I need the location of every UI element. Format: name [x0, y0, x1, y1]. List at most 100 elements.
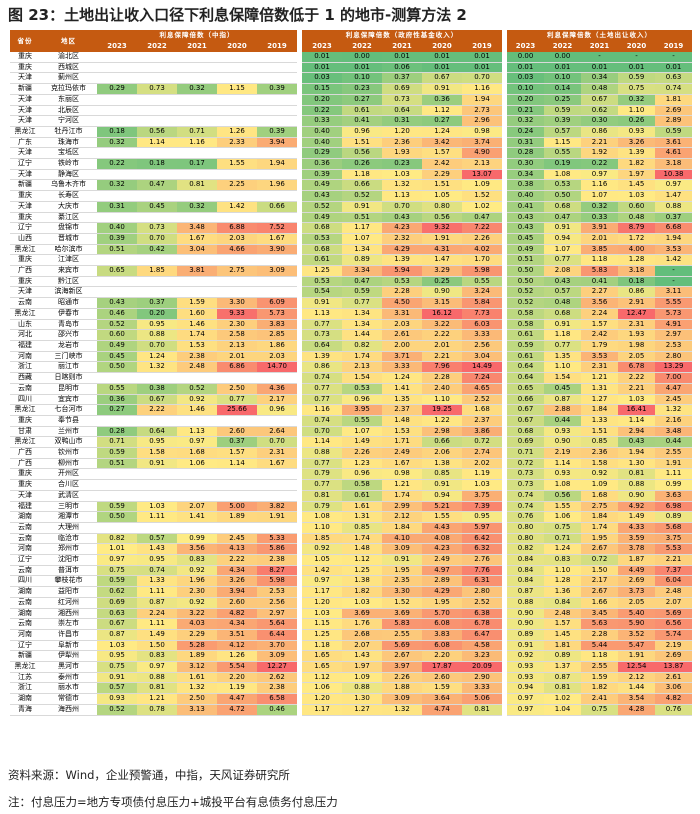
value-cell: 0.73 — [137, 83, 177, 95]
value-cell: 5.54 — [217, 661, 257, 673]
value-cell: 5.73 — [655, 308, 692, 320]
province-cell: 新疆 — [10, 179, 40, 192]
value-cell: 0.75 — [97, 661, 137, 673]
value-cell: 1.16 — [581, 179, 618, 192]
value-cell — [257, 479, 297, 491]
value-cell: 1.50 — [137, 640, 177, 652]
value-cell: 0.53 — [342, 383, 382, 395]
table-row: 云南 昆明市 0.55 0.38 0.52 2.50 4.36 0.77 0.53 1.41 2.4… — [10, 383, 692, 395]
value-cell: 0.10 — [507, 83, 544, 95]
table-row: 黑龙江 黑河市 0.75 0.97 3.12 5.54 12.27 1.65 1.97 3.97 1… — [10, 661, 692, 673]
value-cell: 7.24 — [462, 372, 502, 384]
value-cell: 2.13 — [462, 158, 502, 170]
value-cell — [257, 286, 297, 299]
region-cell: 蓟州区 — [40, 72, 97, 85]
province-cell: 重庆 — [10, 52, 40, 63]
value-cell: 1.89 — [177, 650, 217, 663]
value-cell: 1.57 — [217, 447, 257, 459]
value-cell: 2.13 — [217, 340, 257, 352]
value-cell: 3.97 — [382, 661, 422, 673]
value-cell: 4.23 — [422, 543, 462, 556]
value-cell — [137, 147, 177, 160]
value-cell: 0.91 — [507, 640, 544, 652]
value-cell: 2.74 — [462, 447, 502, 459]
value-cell: 2.21 — [618, 383, 655, 395]
value-cell: 2.38 — [257, 554, 297, 566]
value-cell: 2.49 — [422, 554, 462, 566]
value-cell: 0.88 — [137, 329, 177, 341]
value-cell: 0.91 — [544, 222, 581, 234]
value-cell: 0.45 — [544, 383, 581, 395]
value-cell: 5.44 — [581, 640, 618, 652]
value-cell: 2.97 — [655, 329, 692, 341]
value-cell: 16.41 — [618, 404, 655, 416]
value-cell: 3.09 — [257, 650, 297, 663]
value-cell — [137, 52, 177, 63]
region-cell: 来宾市 — [40, 265, 97, 277]
value-cell: 1.79 — [581, 340, 618, 352]
value-cell: 1.50 — [581, 565, 618, 577]
value-cell: 0.52 — [177, 383, 217, 395]
value-cell: 1.94 — [257, 158, 297, 170]
value-cell — [97, 190, 137, 202]
value-cell: 2.61 — [382, 329, 422, 341]
value-cell: 0.64 — [302, 340, 342, 352]
value-cell: 3.94 — [217, 586, 257, 598]
value-cell: 4.72 — [217, 704, 257, 716]
region-cell: 渝北区 — [40, 52, 97, 63]
table-row: 浙江 丽江市 0.50 1.32 2.48 6.86 14.70 0.86 2.13 3.33 7.… — [10, 361, 692, 374]
value-cell: 0.98 — [382, 468, 422, 481]
region-cell: 静海区 — [40, 169, 97, 181]
value-cell: 3.78 — [618, 543, 655, 556]
value-cell: 0.44 — [655, 436, 692, 449]
value-cell: 1.10 — [302, 522, 342, 534]
value-cell: 2.55 — [581, 661, 618, 673]
value-cell: 1.57 — [422, 147, 462, 160]
year-header: 2020 — [217, 41, 257, 52]
value-cell: 1.34 — [342, 244, 382, 256]
value-cell: 3.18 — [655, 158, 692, 170]
value-cell: 0.36 — [422, 94, 462, 106]
value-cell — [137, 468, 177, 481]
value-cell: 3.33 — [382, 361, 422, 374]
region-cell: 海西州 — [40, 704, 97, 716]
province-cell: 河南 — [10, 543, 40, 556]
region-cell: 滨海新区 — [40, 286, 97, 299]
value-cell: 1.44 — [618, 682, 655, 695]
table-row: 辽宁 盘锦市 0.40 0.73 3.48 6.88 7.52 0.68 1.17 4.23 9.3… — [10, 222, 692, 234]
value-cell: 0.18 — [137, 158, 177, 170]
province-cell: 重庆 — [10, 212, 40, 224]
region-cell: 邵兴市 — [40, 329, 97, 341]
value-cell: 0.53 — [302, 276, 342, 288]
value-cell: 12.54 — [618, 661, 655, 673]
province-cell: 云南 — [10, 297, 40, 309]
value-cell: 1.15 — [302, 618, 342, 630]
value-cell: 0.58 — [507, 308, 544, 320]
value-cell: 2.42 — [422, 158, 462, 170]
value-cell — [97, 372, 137, 384]
year-header: 2019 — [257, 41, 297, 52]
value-cell: 0.90 — [422, 286, 462, 299]
table-row: 重庆 渝北区 0.01 0.00 0.01 0.01 0.01 0.00 0.00- - - — [10, 52, 692, 63]
value-cell: 0.76 — [507, 511, 544, 523]
value-cell: 0.96 — [342, 468, 382, 481]
region-cell: 宜宾市 — [40, 394, 97, 406]
value-cell: 0.51 — [97, 244, 137, 256]
value-cell: 0.01 — [382, 52, 422, 63]
value-cell: 0.31 — [382, 115, 422, 127]
table-row: 天津 大庆市 0.31 0.45 0.32 1.42 0.66 0.52 0.91 0.70 0.8… — [10, 201, 692, 213]
value-cell: 2.90 — [462, 672, 502, 684]
value-cell: 0.99 — [177, 533, 217, 545]
value-cell: 0.65 — [507, 383, 544, 395]
region-cell: 盘锦市 — [40, 222, 97, 234]
value-cell: 1.07 — [544, 244, 581, 256]
region-cell: 龙岩市 — [40, 340, 97, 352]
value-cell: 3.73 — [618, 586, 655, 598]
value-cell: 1.82 — [581, 682, 618, 695]
value-cell: 0.74 — [655, 83, 692, 95]
value-cell: 0.82 — [507, 543, 544, 556]
value-cell: 0.59 — [97, 447, 137, 459]
value-cell — [257, 468, 297, 481]
value-cell: 6.78 — [618, 361, 655, 374]
value-cell — [137, 115, 177, 127]
